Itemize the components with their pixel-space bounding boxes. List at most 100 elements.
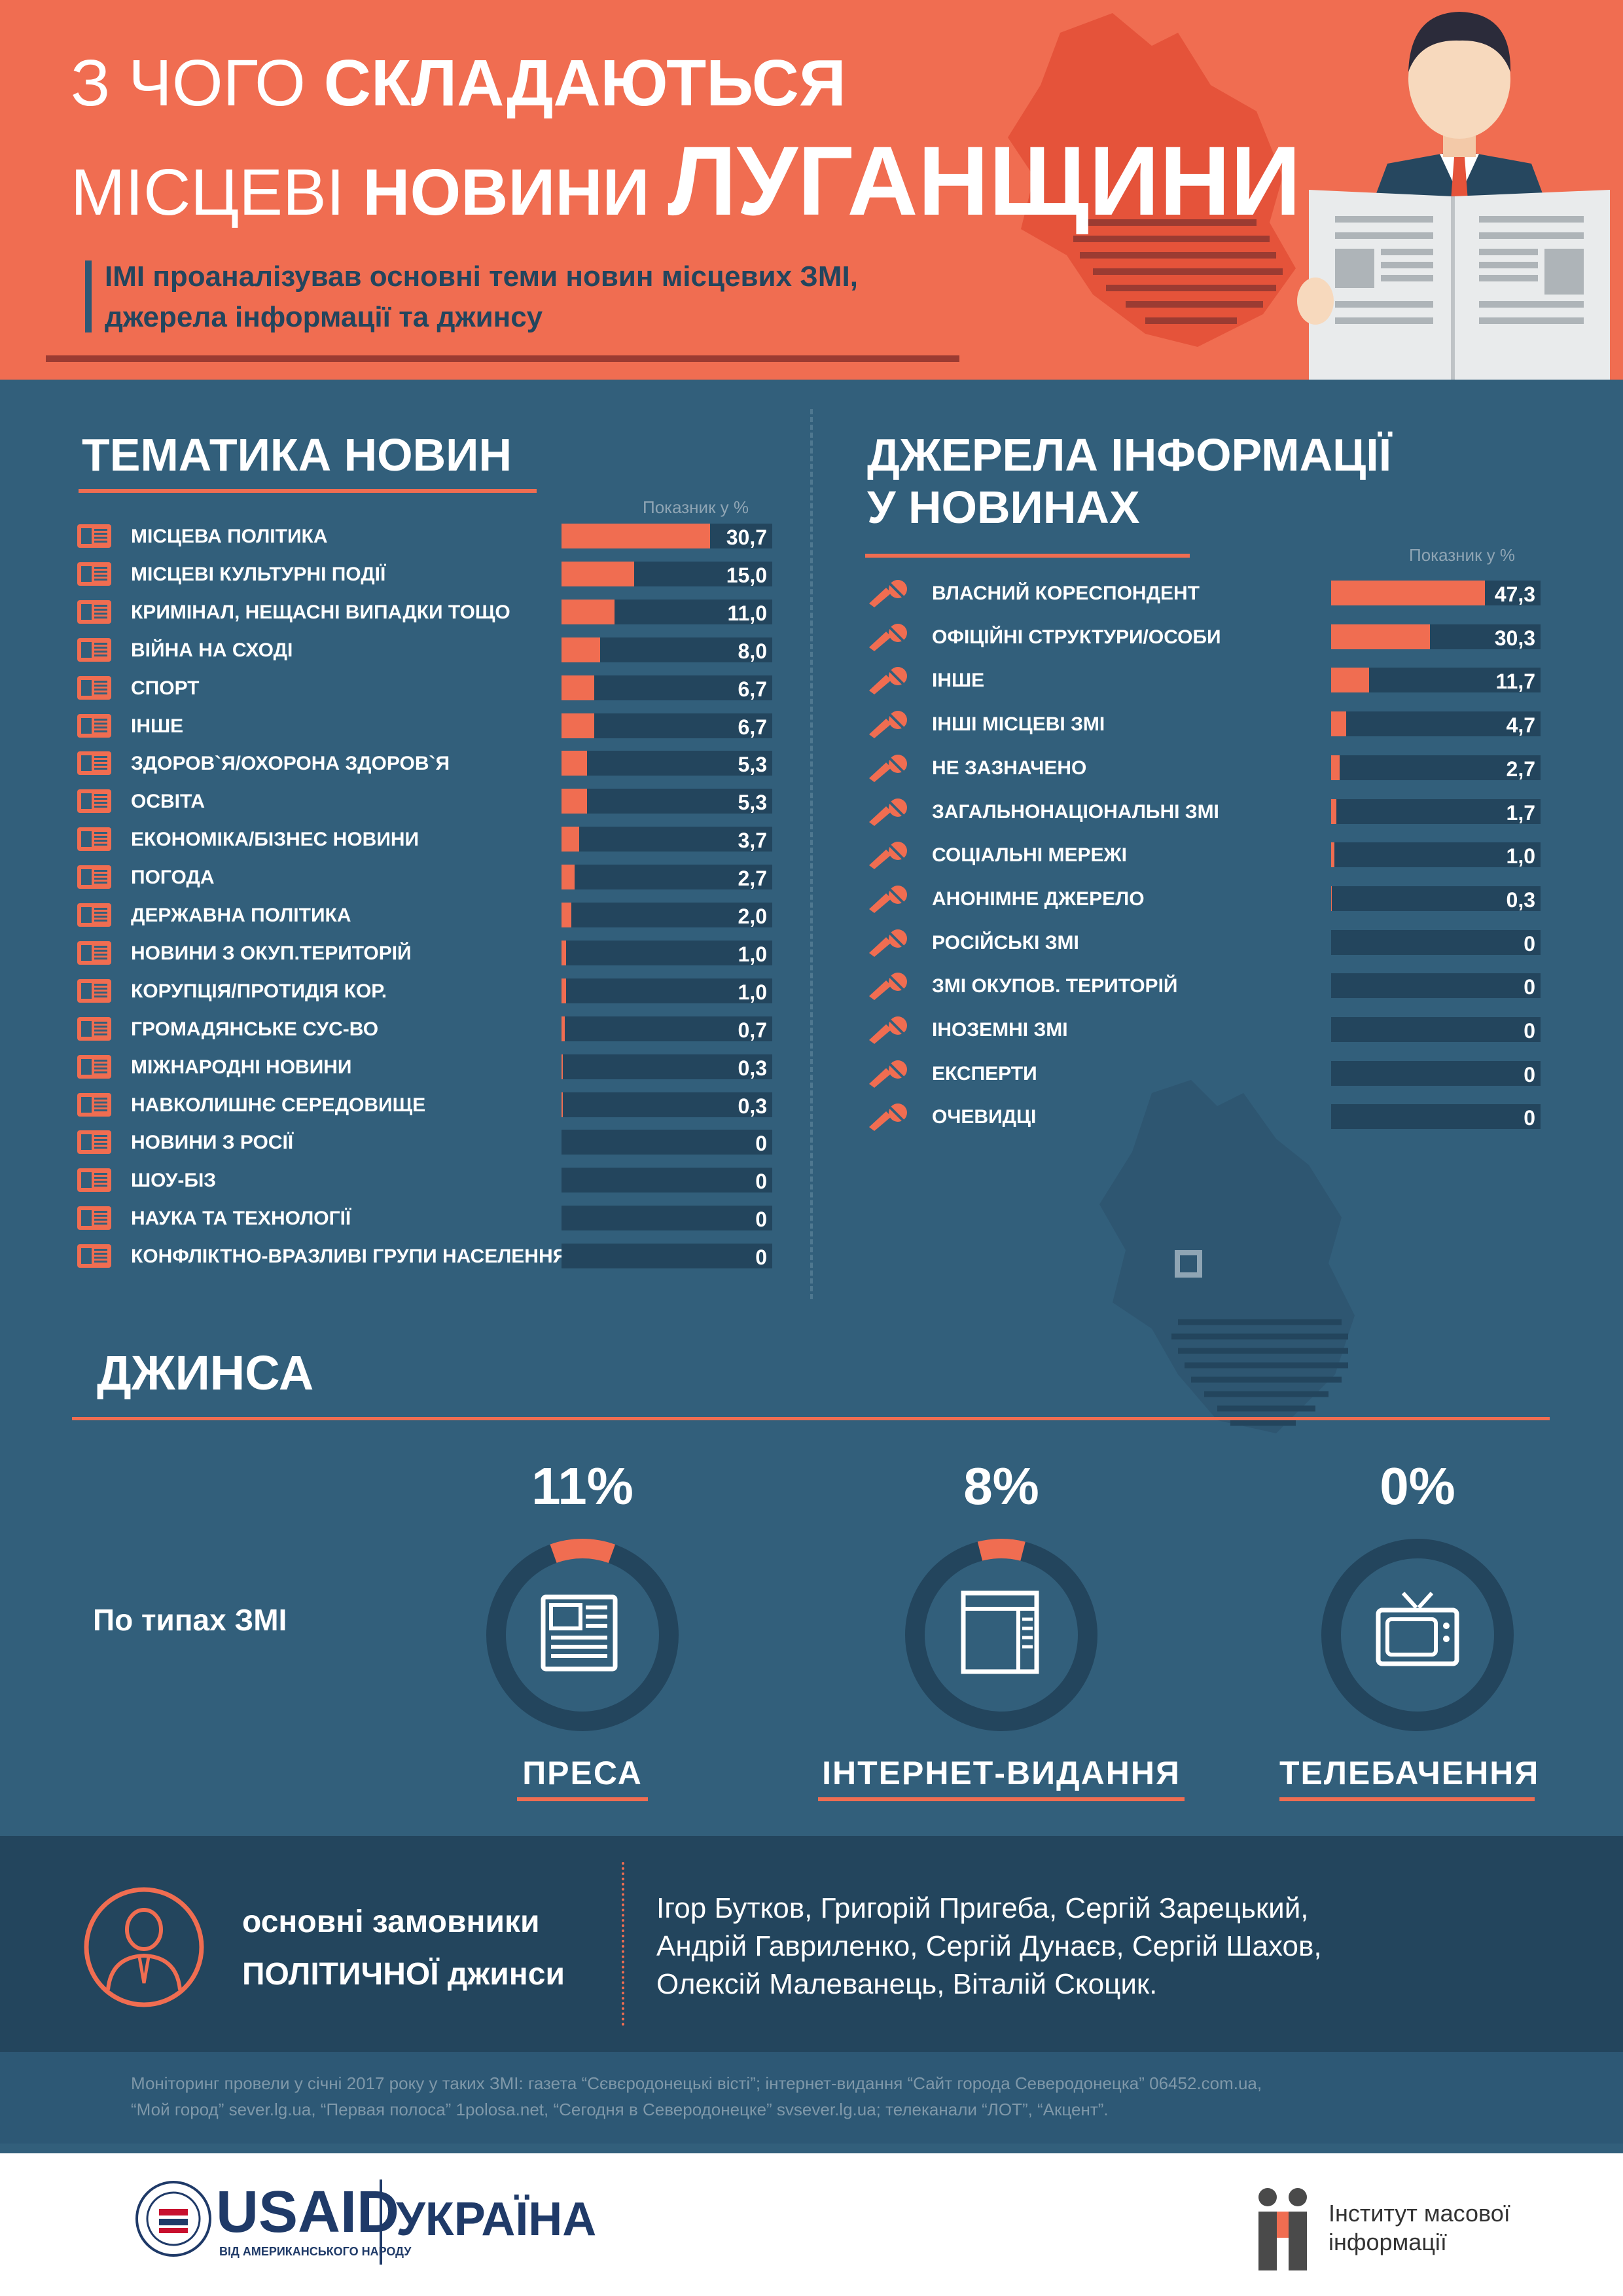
topic-value: 3,7	[738, 829, 767, 853]
topic-label: ГРОМАДЯНСЬКЕ СУС-ВО	[131, 1018, 379, 1040]
source-label: ВЛАСНИЙ КОРЕСПОНДЕНТ	[932, 583, 1200, 604]
source-value: 0	[1524, 1106, 1535, 1130]
topic-row: ЗДОРОВ`Я/ОХОРОНА ЗДОРОВ`Я 5,3	[77, 749, 772, 778]
source-label: ЕКСПЕРТИ	[932, 1062, 1037, 1085]
topic-value: 0	[755, 1208, 767, 1232]
source-bar-track: 30,3	[1331, 624, 1541, 650]
topic-value: 6,7	[738, 715, 767, 739]
newspaper-icon	[77, 675, 111, 700]
topic-bar-fill	[562, 1016, 565, 1041]
topic-row: ОСВІТА 5,3	[77, 787, 772, 816]
microphone-icon	[869, 1016, 907, 1044]
newspaper-icon	[77, 637, 111, 662]
newspaper-icon	[77, 1130, 111, 1155]
source-bar-track: 0	[1331, 1104, 1541, 1130]
jinsa-internet-percent: 8%	[963, 1457, 1039, 1515]
header-divider	[46, 355, 959, 362]
source-bar-fill	[1331, 842, 1334, 868]
source-bar-fill	[1331, 581, 1485, 605]
newspaper-icon	[77, 1016, 111, 1041]
footnote-line-1: Моніторинг провели у січні 2017 року у т…	[131, 2073, 1262, 2093]
source-value: 11,7	[1495, 670, 1535, 694]
source-bar-track: 47,3	[1331, 581, 1541, 606]
topic-label: ЕКОНОМІКА/БІЗНЕС НОВИНИ	[131, 829, 419, 851]
newspaper-icon	[77, 713, 111, 738]
source-bar-track: 0	[1331, 1060, 1541, 1086]
topic-bar-track: 1,0	[562, 978, 772, 1004]
topic-row: ШОУ-БІЗ 0	[77, 1166, 772, 1194]
topic-label: НАУКА ТА ТЕХНОЛОГІЇ	[131, 1208, 351, 1230]
source-row: АНОНІМНЕ ДЖЕРЕЛО 0,3	[865, 884, 1541, 913]
sources-title-underline	[865, 554, 1190, 558]
browser-icon	[961, 1590, 1039, 1674]
source-row: ІНШЕ 11,7	[865, 666, 1541, 695]
sources-scale-label: Показник у %	[1409, 545, 1516, 565]
microphone-icon	[869, 754, 907, 782]
newspaper-icon	[77, 1054, 111, 1079]
topic-bar-fill	[562, 599, 615, 624]
sources-title: ДЖЕРЕЛА ІНФОРМАЦІЇ У НОВИНАХ	[867, 429, 1391, 533]
topic-bar-fill	[562, 827, 580, 852]
topic-label: ІНШЕ	[131, 715, 184, 737]
topic-value: 2,7	[738, 867, 767, 891]
topic-row: МІСЦЕВА ПОЛІТИКА 30,7	[77, 522, 772, 550]
topic-row: ІНШЕ 6,7	[77, 711, 772, 740]
source-value: 1,7	[1506, 800, 1535, 825]
topic-row: ДЕРЖАВНА ПОЛІТИКА 2,0	[77, 901, 772, 929]
source-label: ІНОЗЕМНІ ЗМІ	[932, 1019, 1068, 1041]
microphone-icon	[869, 623, 907, 651]
newspaper-icon	[77, 1244, 111, 1268]
source-value: 1,0	[1506, 844, 1535, 869]
imi-logo-icon	[1258, 2188, 1307, 2270]
source-row: ОФІЦІЙНІ СТРУКТУРИ/ОСОБИ 30,3	[865, 622, 1541, 651]
topic-bar-track: 30,7	[562, 524, 772, 549]
newspaper-icon	[77, 751, 111, 776]
microphone-icon	[869, 929, 907, 957]
source-label: ОФІЦІЙНІ СТРУКТУРИ/ОСОБИ	[932, 626, 1221, 648]
microphone-icon	[869, 842, 907, 870]
region-map-decoration	[1008, 13, 1296, 347]
jinsa-title-underline	[72, 1417, 1550, 1420]
topic-bar-track: 5,3	[562, 789, 772, 814]
topic-row: НОВИНИ З ОКУП.ТЕРИТОРІЙ 1,0	[77, 939, 772, 967]
clients-label-line-2: ПОЛІТИЧНОЇ джинси	[242, 1957, 565, 1992]
man-reading-newspaper-illustration	[1297, 12, 1610, 380]
jinsa-press-underline	[517, 1797, 648, 1801]
topic-bar-track: 3,7	[562, 827, 772, 852]
title-light-2: МІСЦЕВІ	[71, 156, 345, 229]
topics-scale-label: Показник у %	[643, 497, 749, 517]
jinsa-internet-ring	[905, 1539, 1097, 1731]
logo-divider	[380, 2179, 382, 2265]
source-row: ІНОЗЕМНІ ЗМІ 0	[865, 1015, 1541, 1044]
newspaper-icon	[77, 1168, 111, 1193]
topic-label: МІСЦЕВА ПОЛІТИКА	[131, 526, 328, 547]
microphone-icon	[869, 885, 907, 913]
clients-divider	[622, 1862, 624, 2026]
jinsa-tv-underline	[1279, 1797, 1535, 1801]
topic-label: НАВКОЛИШНЄ СЕРЕДОВИЩЕ	[131, 1094, 426, 1116]
topic-value: 2,0	[738, 905, 767, 928]
source-bar-track: 0	[1331, 1017, 1541, 1043]
microphone-icon	[869, 580, 907, 607]
topic-bar-track: 0	[562, 1130, 772, 1155]
tv-icon	[1376, 1591, 1459, 1666]
microphone-icon	[869, 667, 907, 695]
source-label: ІНШЕ	[932, 670, 985, 692]
newspaper-icon	[77, 1092, 111, 1117]
topic-label: КОНФЛІКТНО-ВРАЗЛИВІ ГРУПИ НАСЕЛЕННЯ	[131, 1246, 567, 1268]
source-label: ОЧЕВИДЦІ	[932, 1106, 1037, 1128]
topic-label: ВІЙНА НА СХОДІ	[131, 639, 293, 661]
topic-bar-fill	[562, 903, 571, 927]
source-value: 4,7	[1506, 713, 1535, 738]
topic-bar-fill	[562, 561, 634, 586]
topic-bar-track: 6,7	[562, 713, 772, 739]
clients-names-line-3: Олексій Малеванець, Віталій Скоцик.	[656, 1968, 1158, 2000]
clients-names-line-1: Ігор Бутков, Григорій Пригеба, Сергій За…	[656, 1892, 1309, 1924]
source-row: НЕ ЗАЗНАЧЕНО 2,7	[865, 753, 1541, 782]
topic-value: 0	[755, 1132, 767, 1156]
topic-bar-fill	[562, 637, 601, 662]
newspaper-icon	[77, 1206, 111, 1230]
source-label: ЗМІ ОКУПОВ. ТЕРИТОРІЙ	[932, 975, 1178, 997]
source-bar-fill	[1331, 798, 1337, 824]
microphone-icon	[869, 1103, 907, 1132]
